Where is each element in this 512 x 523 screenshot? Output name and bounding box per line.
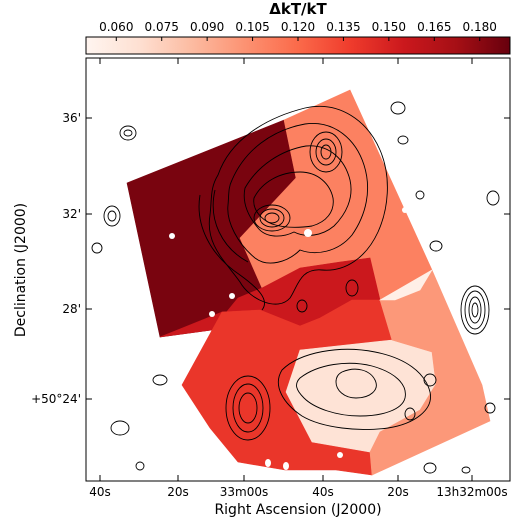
colorbar-tick-label: 0.180 [463,20,497,34]
contour-south-2 [296,362,406,417]
x-axis: 40s 20s 33m00s 40s 20s 13h32m00s [89,58,508,499]
y-tick-label: 36' [62,111,81,125]
y-tick-label: +50°24' [31,392,81,406]
contour-src-10 [484,402,496,414]
x-tick-label: 13h32m00s [436,485,507,499]
contour-e-1 [460,285,490,335]
x-tick-label: 20s [387,485,409,499]
contour-src-17 [404,407,416,421]
y-axis-label: Declination (J2000) [13,203,29,337]
colorbar-title: ΔkT/kT [269,0,327,18]
contour-e-4 [471,302,479,318]
contour-src-16 [423,373,437,387]
masked-point-sources [169,137,408,470]
colorbar: ΔkT/kT 0.060 0.075 0.090 0.105 0.120 0.135 0.1… [85,0,511,55]
contour-src-7 [152,374,168,386]
contour-peak-1 [253,204,291,232]
colorbar-tick-label: 0.135 [326,20,360,34]
plot-frame [85,57,511,482]
contour-src-9 [423,462,437,474]
x-axis-label: Right Ascension (J2000) [214,502,381,518]
contour-ne-1 [309,131,343,173]
contour-sw-3 [238,392,258,424]
contour-src-1b [123,129,133,137]
region-south-east-ring [369,269,491,476]
region-west-edge [378,269,433,301]
contour-src-1 [119,125,137,141]
contour-src-15 [296,299,308,313]
contour-peak-3 [264,212,280,224]
contour-main-2 [227,123,369,264]
y-tick-label: 32' [62,207,81,221]
contour-main-outer [208,106,388,305]
contour-src-12 [461,466,471,474]
colorbar-tick-label: 0.075 [145,20,179,34]
contour-west-arc [198,194,265,311]
contour-src-2b [107,210,117,222]
map-layer [91,89,500,476]
contour-src-14 [345,279,359,297]
contour-ne-2 [315,138,337,166]
colorbar-tick-label: 0.060 [99,20,133,34]
contour-south-outer [277,348,431,430]
contour-e-2 [464,290,486,330]
contour-src-2 [103,205,121,227]
colorbar-tick-label: 0.105 [235,20,269,34]
contour-west-arc-2 [212,189,249,263]
contour-peak-2 [259,208,285,228]
contour-e-3 [468,296,482,324]
colorbar-tick-label: 0.150 [372,20,406,34]
contour-main-3 [243,145,352,237]
y-tick-label: 28' [62,302,81,316]
temperature-map [126,89,491,476]
x-tick-label: 40s [312,485,334,499]
contour-src-4 [486,190,500,206]
x-tick-label: 20s [167,485,189,499]
x-tick-label: 33m00s [220,485,268,499]
colorbar-tick-label: 0.165 [417,20,451,34]
contour-src-18 [135,461,145,471]
contour-src-3 [390,101,406,115]
colorbar-ticks [115,37,481,41]
contour-src-13 [397,135,409,145]
contour-src-5 [429,240,443,252]
colorbar-tick-label: 0.120 [281,20,315,34]
y-axis: 36' 32' 28' +50°24' [31,111,510,406]
contour-src-11 [415,190,425,200]
contour-src-8 [110,420,130,436]
contour-overlay [91,101,500,474]
contour-south-3 [335,368,377,399]
x-tick-label: 40s [89,485,111,499]
colorbar-tick-labels: 0.060 0.075 0.090 0.105 0.120 0.135 0.150 0.165… [99,20,497,34]
contour-sw-2 [232,383,264,433]
colorbar-tick-label: 0.090 [190,20,224,34]
contour-src-6 [91,242,103,254]
contour-ne-3 [320,144,332,160]
contour-sw-1 [225,375,271,441]
